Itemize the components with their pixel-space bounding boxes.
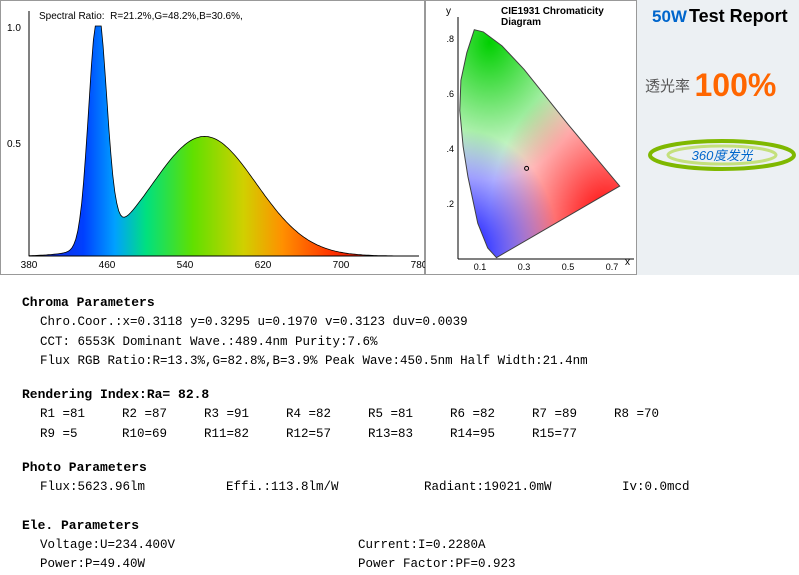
svg-text:.6: .6 — [446, 89, 454, 99]
cie-title: CIE1931 Chromaticity Diagram — [501, 6, 636, 28]
rendering-row2: R9 =5R10=69R11=82R12=57R13=83R14=95R15=7… — [22, 425, 799, 444]
y-tick-05: 0.5 — [7, 139, 21, 150]
ele-row2: Power:P=49.40W Power Factor:PF=0.923 — [22, 555, 799, 574]
photo-flux: Flux:5623.96lm — [40, 478, 198, 497]
spectral-chart: Spectral Ratio: R=21.2%,G=48.2%,B=30.6%,… — [0, 0, 425, 275]
cie-y-label: y — [446, 6, 451, 17]
spectral-plot: 380 460 540 620 700 780 — [1, 1, 426, 276]
svg-text:0.7: 0.7 — [606, 262, 619, 272]
y-tick-1: 1.0 — [7, 23, 21, 34]
svg-text:380: 380 — [21, 260, 38, 271]
svg-text:.8: .8 — [446, 34, 454, 44]
svg-text:.2: .2 — [446, 199, 454, 209]
rendering-heading: Rendering Index:Ra= 82.8 — [22, 385, 799, 405]
chroma-flux: Flux RGB Ratio:R=13.3%,G=82.8%,B=3.9% Pe… — [22, 352, 799, 371]
svg-text:0.3: 0.3 — [518, 262, 531, 272]
badge-360-icon: 360度发光 — [645, 135, 799, 175]
badge-text: 360度发光 — [692, 148, 754, 163]
svg-text:780: 780 — [411, 260, 426, 271]
ele-power: Power:P=49.40W — [40, 555, 330, 574]
photo-iv: Iv:0.0mcd — [622, 478, 690, 497]
ele-heading: Ele. Parameters — [22, 516, 799, 536]
transmittance-label: 透光率 — [645, 78, 690, 95]
svg-text:0.1: 0.1 — [474, 262, 487, 272]
svg-text:0.5: 0.5 — [562, 262, 575, 272]
svg-text:.4: .4 — [446, 144, 454, 154]
cie-chart: CIE1931 Chromaticity Diagram y x — [425, 0, 637, 275]
wattage-label: 50W — [652, 7, 687, 27]
photo-effi: Effi.:113.8lm/W — [226, 478, 396, 497]
svg-text:700: 700 — [333, 260, 350, 271]
photo-radiant: Radiant:19021.0mW — [424, 478, 594, 497]
cie-x-label: x — [625, 257, 630, 268]
ele-current: Current:I=0.2280A — [358, 536, 486, 555]
ele-pf: Power Factor:PF=0.923 — [358, 555, 516, 574]
photo-row: Flux:5623.96lm Effi.:113.8lm/W Radiant:1… — [22, 478, 799, 497]
right-info-panel: 50W Test Report 透光率 100% 360度发光 — [637, 0, 799, 275]
parameters-report: Chroma Parameters Chro.Coor.:x=0.3118 y=… — [0, 275, 799, 575]
ele-row1: Voltage:U=234.400V Current:I=0.2280A — [22, 536, 799, 555]
svg-text:540: 540 — [177, 260, 194, 271]
transmittance-value: 100% — [694, 67, 776, 103]
test-report-label: Test Report — [689, 6, 788, 27]
rendering-row1: R1 =81R2 =87R3 =91R4 =82R5 =81R6 =82R7 =… — [22, 405, 799, 424]
photo-heading: Photo Parameters — [22, 458, 799, 478]
spectral-title: Spectral Ratio: R=21.2%,G=48.2%,B=30.6%, — [39, 11, 243, 22]
chroma-cct: CCT: 6553K Dominant Wave.:489.4nm Purity… — [22, 333, 799, 352]
chroma-heading: Chroma Parameters — [22, 293, 799, 313]
svg-text:460: 460 — [99, 260, 116, 271]
ele-voltage: Voltage:U=234.400V — [40, 536, 330, 555]
cie-plot: 0.1 0.3 0.5 0.7 .8 .6 .4 .2 — [426, 1, 638, 276]
svg-text:620: 620 — [255, 260, 272, 271]
chroma-coor: Chro.Coor.:x=0.3118 y=0.3295 u=0.1970 v=… — [22, 313, 799, 332]
